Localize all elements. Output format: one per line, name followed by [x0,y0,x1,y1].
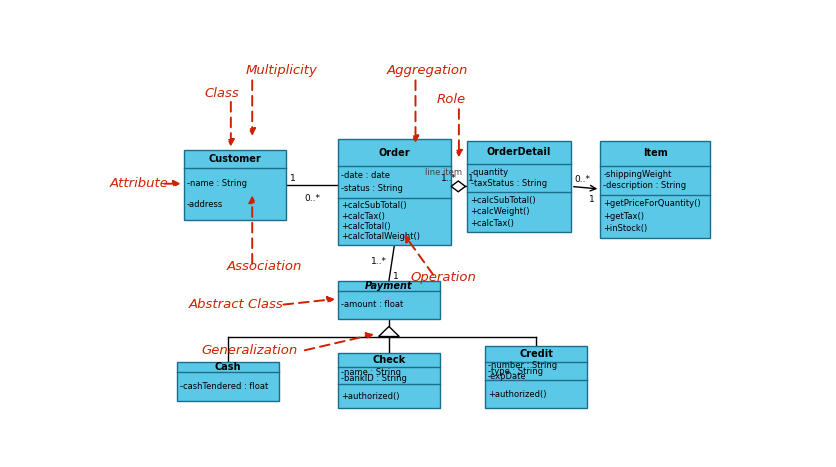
Text: Credit: Credit [519,349,553,359]
Text: -bankID : String: -bankID : String [341,374,407,383]
Text: Association: Association [227,260,302,273]
Text: -expDate: -expDate [488,372,527,381]
Bar [467,141,571,232]
Text: Check: Check [372,355,405,365]
Text: Customer: Customer [208,154,261,163]
Text: -quantity: -quantity [471,168,508,177]
Text: -shippingWeight: -shippingWeight [604,170,672,179]
Bar [600,141,711,238]
Text: +getTax(): +getTax() [604,212,645,220]
Text: +calcSubTotal(): +calcSubTotal() [341,201,406,210]
Text: -name : String: -name : String [186,179,247,188]
Text: 1..*: 1..* [441,174,457,183]
Text: +getPriceForQuantity(): +getPriceForQuantity() [604,199,701,208]
Bar [485,346,587,409]
Text: Cash: Cash [215,362,242,372]
Text: Attribute: Attribute [110,177,169,190]
Text: 1: 1 [468,174,474,183]
Text: +calcTax(): +calcTax() [341,212,385,220]
Text: +calcWeight(): +calcWeight() [471,207,530,216]
Bar [338,353,440,409]
Text: 0..*: 0..* [574,176,590,184]
Text: Order: Order [379,148,410,157]
Bar [177,361,279,401]
Text: Aggregation: Aggregation [386,64,467,77]
Text: -number : String: -number : String [488,361,557,370]
Text: 1..*: 1..* [371,256,387,266]
Text: -amount : float: -amount : float [341,300,403,309]
Text: -description : String: -description : String [604,181,686,191]
Text: +calcSubTotal(): +calcSubTotal() [471,196,536,205]
Text: Generalization: Generalization [201,344,298,357]
Text: -status : String: -status : String [341,184,403,193]
Text: Class: Class [205,87,240,100]
Text: -type : String: -type : String [488,367,543,375]
Text: -name : String: -name : String [341,368,401,377]
Polygon shape [379,326,400,337]
Text: Abstract Class: Abstract Class [189,298,283,311]
Text: -address: -address [186,199,223,209]
Text: Operation: Operation [411,271,477,283]
Text: line item: line item [426,168,462,177]
Text: +inStock(): +inStock() [604,224,648,233]
Bar [338,281,440,318]
Text: Payment: Payment [365,281,413,290]
Text: -taxStatus : String: -taxStatus : String [471,179,547,188]
Text: Item: Item [643,148,668,158]
Text: 0..*: 0..* [304,194,320,204]
Text: OrderDetail: OrderDetail [487,148,552,157]
Text: 1: 1 [393,272,399,281]
Text: +calcTotalWeight(): +calcTotalWeight() [341,233,420,241]
Bar [184,149,286,219]
Text: +authorized(): +authorized() [488,390,547,399]
Text: 1: 1 [589,195,594,205]
Text: +calcTotal(): +calcTotal() [341,222,390,231]
Text: +calcTax(): +calcTax() [471,219,514,228]
Text: -cashTendered : float: -cashTendered : float [181,382,268,391]
Text: -date : date: -date : date [341,171,390,180]
Text: Role: Role [437,93,466,106]
Text: Multiplicity: Multiplicity [246,64,318,77]
Text: 1: 1 [290,174,296,183]
Text: +authorized(): +authorized() [341,391,400,401]
Bar [338,139,451,245]
